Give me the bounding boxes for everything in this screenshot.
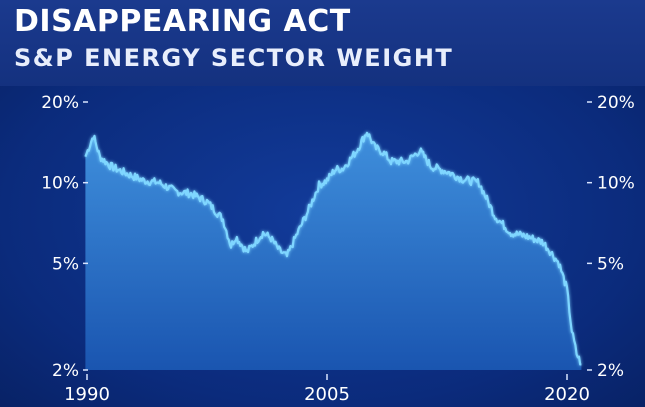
x-tick-label: 2020 bbox=[544, 384, 590, 405]
y-tick-label-right: 2% bbox=[597, 361, 624, 381]
y-tick-label-left: 2% bbox=[52, 361, 79, 381]
series-area-fill bbox=[85, 132, 582, 370]
y-tick-label-left: 5% bbox=[52, 254, 79, 274]
y-tick-label-left: 20% bbox=[41, 93, 79, 113]
x-tick-label: 2005 bbox=[304, 384, 350, 405]
chart-title: DISAPPEARING ACT bbox=[14, 4, 351, 39]
y-tick-label-right: 10% bbox=[597, 174, 635, 194]
y-tick-label-left: 10% bbox=[41, 174, 79, 194]
y-tick-label-right: 20% bbox=[597, 93, 635, 113]
series-line bbox=[84, 131, 582, 366]
chart-header: DISAPPEARING ACT S&P ENERGY SECTOR WEIGH… bbox=[0, 0, 645, 86]
y-tick-label-right: 5% bbox=[597, 254, 624, 274]
x-tick-label: 1990 bbox=[64, 384, 110, 405]
chart-subtitle: S&P ENERGY SECTOR WEIGHT bbox=[14, 44, 454, 72]
